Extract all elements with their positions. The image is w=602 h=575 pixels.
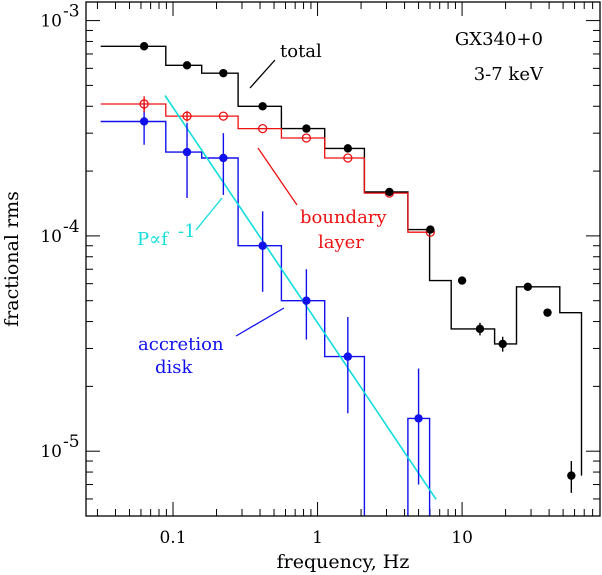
plot-frame bbox=[85, 1, 601, 517]
power-law-label: P∝f bbox=[137, 229, 169, 250]
accretion-disk-point bbox=[343, 352, 353, 361]
y-tick-label: 10 bbox=[40, 227, 62, 247]
axis-ticks bbox=[86, 2, 601, 516]
accretion-disk-point bbox=[302, 296, 311, 305]
total-point bbox=[139, 42, 149, 51]
accretion-disk-point bbox=[219, 153, 228, 163]
annotation-bl2: layer bbox=[318, 232, 364, 253]
y-tick-exponent: -3 bbox=[63, 2, 80, 22]
total-point bbox=[543, 308, 552, 317]
annotations: GX340+0 3-7 keV total boundary layer accretio… bbox=[137, 29, 544, 378]
data-layer bbox=[100, 42, 583, 516]
total-point bbox=[182, 61, 192, 70]
annotation-band: 3-7 keV bbox=[474, 64, 544, 85]
power-law-line bbox=[164, 95, 437, 500]
total-point bbox=[567, 471, 576, 480]
accretion-disk-point bbox=[139, 117, 149, 126]
x-tick-label: 10 bbox=[451, 528, 473, 548]
total-point bbox=[219, 68, 228, 78]
total-point bbox=[475, 324, 485, 334]
accretion-disk-point bbox=[182, 147, 192, 157]
total-point bbox=[498, 339, 507, 349]
x-tick-label: 1 bbox=[312, 528, 323, 548]
accretion-disk-point bbox=[258, 241, 267, 250]
y-tick-label: 10 bbox=[40, 442, 62, 462]
total-histogram bbox=[100, 45, 583, 476]
x-tick-label: 0.1 bbox=[159, 528, 186, 548]
annotation-ad1: accretion bbox=[138, 334, 224, 355]
total-point bbox=[457, 276, 467, 285]
y-tick-label: 10 bbox=[40, 12, 62, 32]
annotation-total: total bbox=[280, 41, 322, 62]
power-law-label-exponent: -1 bbox=[178, 221, 196, 242]
total-point bbox=[302, 124, 311, 133]
total-point bbox=[258, 102, 267, 111]
y-axis-title: fractional rms bbox=[1, 191, 23, 327]
total-point bbox=[343, 144, 353, 153]
annotation-source: GX340+0 bbox=[455, 29, 543, 50]
accretion-disk-point bbox=[414, 414, 423, 423]
total-pointer bbox=[249, 59, 276, 89]
power-law-pointer bbox=[195, 197, 223, 231]
total-point bbox=[523, 282, 533, 292]
total-point bbox=[426, 225, 435, 234]
boundary-pointer bbox=[257, 147, 298, 206]
accretion-disk-histogram bbox=[100, 120, 366, 516]
x-axis-title: frequency, Hz bbox=[277, 551, 410, 573]
disk-pointer bbox=[235, 307, 285, 337]
annotation-ad2: disk bbox=[155, 357, 194, 378]
y-tick-exponent: -4 bbox=[63, 217, 80, 237]
y-tick-exponent: -5 bbox=[63, 432, 80, 452]
total-point bbox=[385, 187, 394, 197]
annotation-bl1: boundary bbox=[300, 207, 387, 228]
